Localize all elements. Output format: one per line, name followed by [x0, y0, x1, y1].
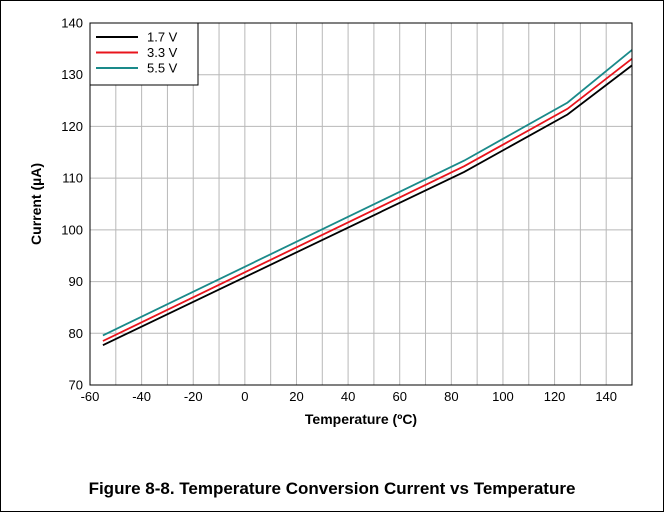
- x-tick-label: 100: [492, 389, 514, 404]
- legend: 1.7 V3.3 V5.5 V: [89, 22, 199, 86]
- x-tick-label: 40: [341, 389, 355, 404]
- plot-border: [89, 22, 633, 386]
- y-tick-labels: 70 80 90 100 110 120 130 140: [61, 16, 83, 393]
- x-tick-label: 120: [544, 389, 566, 404]
- line-chart: -60 -40 -20 0 20 40 60 80 100 120 140 70 80 90 100 110…: [28, 16, 633, 427]
- y-tick-label: 100: [61, 222, 83, 237]
- x-tick-label: 0: [241, 389, 248, 404]
- series-lines: [102, 49, 633, 347]
- y-tick-label: 90: [69, 274, 83, 289]
- x-tick-label: 140: [595, 389, 617, 404]
- y-tick-label: 110: [62, 171, 83, 186]
- series-line: [102, 49, 633, 337]
- grid-lines: [90, 23, 632, 385]
- x-axis-title: Temperature (ºC): [305, 411, 417, 427]
- legend-label: 1.7 V: [147, 30, 178, 45]
- x-tick-label: -40: [132, 389, 151, 404]
- y-tick-label: 130: [61, 67, 83, 82]
- y-axis-title: Current (µA): [28, 163, 44, 245]
- legend-label: 5.5 V: [147, 61, 178, 76]
- y-tick-label: 140: [61, 16, 83, 31]
- legend-box: [89, 22, 199, 86]
- x-tick-label: -20: [184, 389, 203, 404]
- series-line: [102, 57, 633, 342]
- x-tick-labels: -60 -40 -20 0 20 40 60 80 100 120 140: [81, 389, 617, 404]
- x-tick-label: 20: [289, 389, 303, 404]
- x-tick-label: 80: [444, 389, 458, 404]
- x-tick-label: 60: [392, 389, 406, 404]
- legend-label: 3.3 V: [147, 45, 178, 60]
- y-tick-label: 70: [69, 378, 83, 393]
- y-tick-label: 80: [69, 326, 83, 341]
- x-tick-label: -60: [81, 389, 100, 404]
- figure-caption: Figure 8-8. Temperature Conversion Curre…: [88, 479, 576, 498]
- y-tick-label: 120: [61, 119, 83, 134]
- series-line: [102, 64, 633, 347]
